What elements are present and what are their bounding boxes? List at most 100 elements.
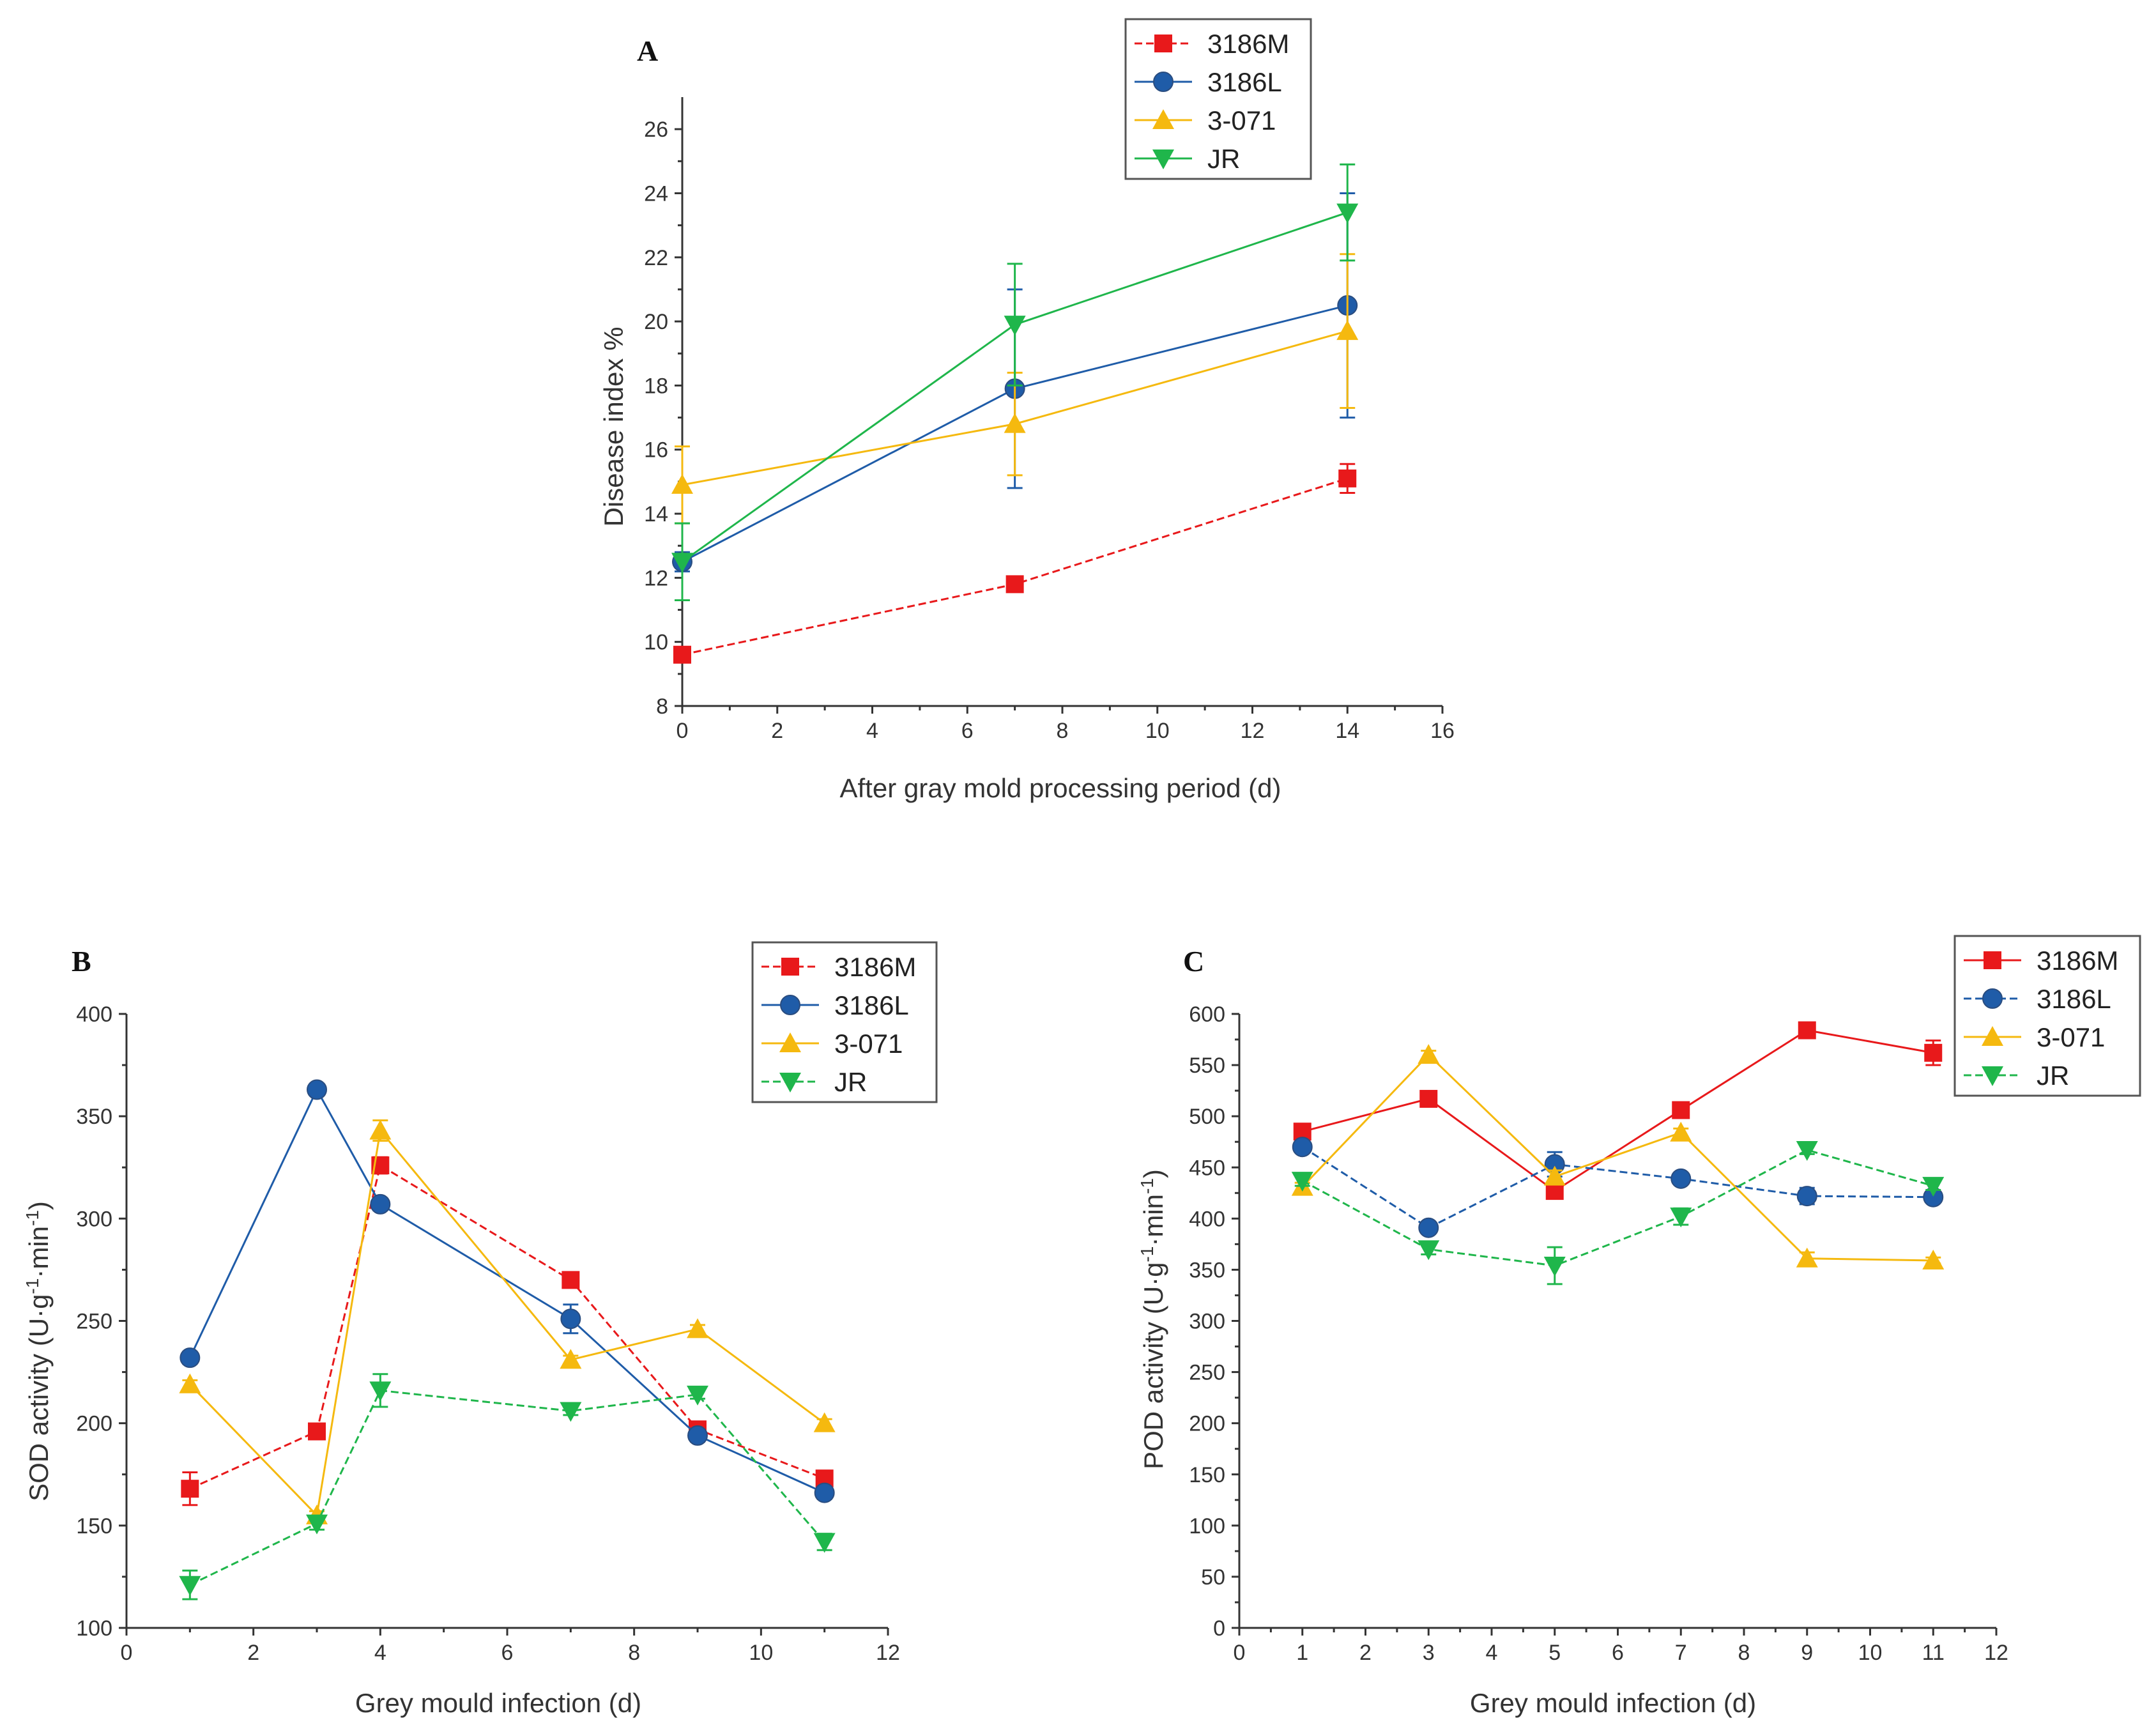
panel-a-series-3186m-point [673, 645, 691, 664]
panel-a-y-tick-label: 24 [644, 181, 668, 206]
sod-label-text: SOD activity (U·g [24, 1294, 54, 1501]
pod-label-sup2: -1 [1137, 1178, 1157, 1194]
panel-a-series-3-071-point [671, 473, 693, 494]
panel-c-label: C [1183, 945, 1204, 977]
panel-c-legend-item-jr: JR [1964, 1061, 2069, 1091]
panel-b-series-jr [179, 1373, 836, 1600]
panel-a-y-tick-label: 16 [644, 438, 668, 463]
panel-b-series [179, 1079, 836, 1600]
pod-label-sup1: -1 [1137, 1246, 1157, 1262]
panel-a-x-tick-label: 4 [866, 719, 878, 743]
panel-b-legend-item-3186l: 3186L [761, 990, 909, 1020]
panel-c-x-tick-label: 10 [1858, 1641, 1883, 1665]
panel-b-legend-item-3-071: 3-071 [761, 1029, 903, 1059]
panel-c-legend-item-3186m-label: 3186M [2037, 946, 2118, 976]
panel-b-y-tick-label: 350 [76, 1105, 112, 1129]
panel-c-y-tick-label: 0 [1213, 1616, 1225, 1641]
panel-a-x-tick-label: 14 [1335, 719, 1359, 743]
panel-c-series-jr-point [1418, 1240, 1440, 1261]
panel-c-series-3186m-point [1672, 1101, 1690, 1119]
panel-c-legend: 3186M 3186L 3-071 JR [1953, 935, 2141, 1097]
panel-a-series-3186m-point [1338, 469, 1357, 487]
panel-c-y-tick-label: 400 [1189, 1207, 1225, 1231]
panel-b-y-tick-label: 300 [76, 1207, 112, 1231]
panel-a-y-tick-label: 22 [644, 246, 668, 270]
panel-c-series-3186m-point [1419, 1089, 1438, 1108]
panel-b-series-jr-point [306, 1514, 328, 1535]
panel-b-legend-item-3186m-swatch-marker [781, 958, 799, 976]
panel-b-series-jr-point [560, 1402, 582, 1422]
panel-a-legend-item-3186l: 3186L [1135, 67, 1282, 97]
panel-c-legend-item-3186l: 3186L [1964, 984, 2111, 1014]
panel-c-x-tick-label: 3 [1423, 1641, 1435, 1665]
panel-c-series-3-071-point [1796, 1247, 1818, 1268]
panel-a-legend-item-3186m-label: 3186M [1207, 29, 1289, 59]
panel-c-series-jr-point [1543, 1257, 1566, 1277]
panel-c-series-3186l-point [1292, 1137, 1313, 1158]
panel-c-series-3186l-point [1796, 1186, 1817, 1207]
panel-c-legend-item-jr-label: JR [2037, 1061, 2069, 1091]
panel-b-legend-item-3-071-label: 3-071 [834, 1029, 903, 1059]
panel-a-series-3-071-point [1336, 320, 1359, 341]
panel-a-series-3-071-point [1004, 413, 1026, 433]
panel-a-x-tick-label: 6 [961, 719, 974, 743]
panel-a-series-jr [671, 163, 1359, 601]
panel-b-series-3186l-line [188, 1087, 825, 1494]
panel-c-series-3186m [1293, 1021, 1943, 1200]
panel-c-y-tick-label: 600 [1189, 1002, 1225, 1027]
panel-c-series-3-071-point [1922, 1250, 1945, 1270]
panel-a-legend-item-jr-label: JR [1207, 144, 1240, 174]
panel-b-series-3-071-point [369, 1119, 392, 1140]
panel-c-x-tick-label: 2 [1359, 1641, 1372, 1665]
pod-label-mid: ·min [1138, 1194, 1168, 1246]
panel-c-x-tick-label: 5 [1548, 1641, 1561, 1665]
panel-c-legend-item-jr-swatch-marker [1982, 1066, 2003, 1086]
panel-c-x-tick-label: 12 [1984, 1641, 2008, 1665]
panel-b-series-3186l-point [687, 1425, 708, 1446]
panel-c-series-3186l-point [1671, 1168, 1692, 1189]
panel-c-series-jr-point [1670, 1208, 1692, 1228]
panel-b-y-tick-label: 200 [76, 1412, 112, 1436]
panel-b-legend-item-3186l-label: 3186L [834, 990, 909, 1020]
pod-label-text: POD activity (U·g [1138, 1262, 1168, 1469]
panel-a-x-axis-title: After gray mold processing period (d) [840, 773, 1281, 803]
panel-c-y-tick-label: 100 [1189, 1514, 1225, 1538]
panel-a-series-3186m-line [682, 477, 1348, 656]
panel-c-series-3-071 [1291, 1044, 1945, 1270]
panel-c-legend-item-3-071: 3-071 [1964, 1022, 2105, 1052]
panel-a-label: A [637, 34, 658, 67]
panel-b-legend: 3186M 3186L 3-071 JR [751, 941, 938, 1103]
sod-label-sup1: -1 [22, 1278, 42, 1294]
panel-b-series-jr-point [179, 1575, 201, 1596]
panel-c-legend-item-3-071-swatch-marker [1982, 1026, 2003, 1046]
panel-c-x-tick-label: 9 [1801, 1641, 1813, 1665]
panel-c-series-3186l-line [1301, 1146, 1934, 1229]
panel-c-y-tick-label: 350 [1189, 1258, 1225, 1282]
panel-c-series-3-071-point [1670, 1121, 1692, 1142]
panel-b-legend-item-3186l-swatch-marker [780, 995, 800, 1015]
panel-b-legend-item-jr: JR [761, 1067, 867, 1097]
panel-b-series-3-071-line [189, 1128, 825, 1517]
panel-c-series-3186l [1292, 1137, 1944, 1238]
panel-a-legend-item-3186l-swatch-marker [1153, 72, 1174, 92]
panel-b-series-3-071 [179, 1119, 836, 1524]
panel-c-legend-item-3186m-swatch-marker [1984, 951, 2001, 969]
panel-a-x-tick-label: 2 [771, 719, 783, 743]
panel-c-x-axis-title: Grey mould infection (d) [1470, 1688, 1756, 1718]
panel-b-series-3186m-line [189, 1163, 825, 1490]
panel-a-series [671, 163, 1359, 664]
panel-a-legend-item-3-071-swatch-marker [1152, 109, 1174, 129]
panel-b-chart: B 0 2 4 6 8 10 12 100 150 200 250 300 350 400 Grey mo… [22, 941, 938, 1718]
panel-a-series-3-071 [671, 253, 1359, 525]
panel-b-series-3-071-point [813, 1412, 836, 1432]
panel-b-series-3186m-point [562, 1271, 580, 1289]
panel-a-legend-item-3-071: 3-071 [1135, 105, 1276, 135]
panel-c-series-jr [1291, 1141, 1945, 1285]
panel-a-legend-item-3186m: 3186M [1135, 29, 1289, 59]
panel-b-x-tick-label: 2 [247, 1641, 259, 1665]
panel-a-x-tick-label: 16 [1430, 719, 1455, 743]
panel-a-legend-item-3186l-label: 3186L [1207, 67, 1282, 97]
panel-a-y-tick-label: 14 [644, 502, 668, 526]
